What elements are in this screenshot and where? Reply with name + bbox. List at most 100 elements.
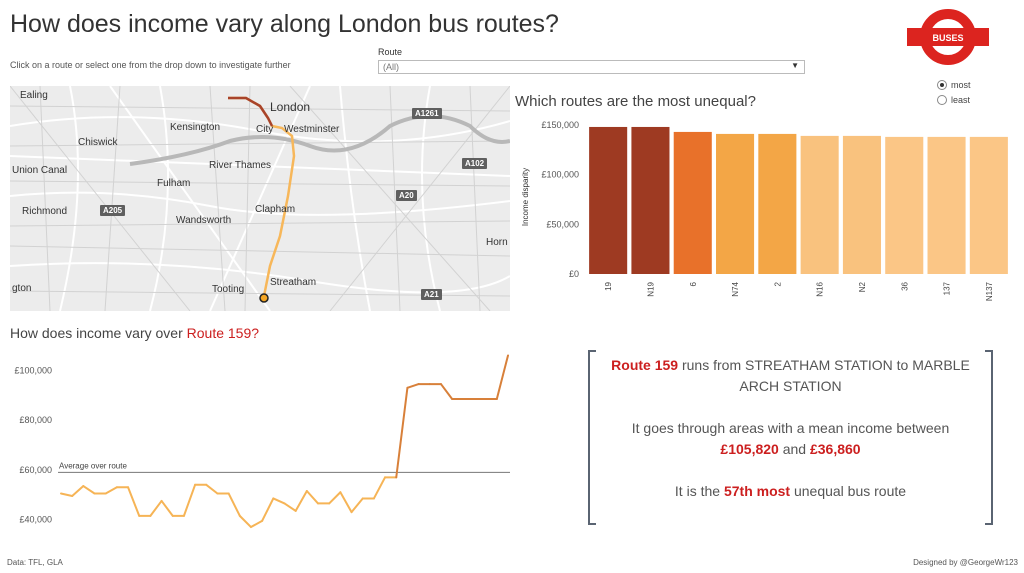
bar[interactable] xyxy=(631,126,670,275)
radio-selected-icon xyxy=(937,79,947,90)
map-label: Horn xyxy=(486,237,508,248)
y-tick-label: £100,000 xyxy=(541,170,579,180)
y-tick-label: £60,000 xyxy=(19,465,52,475)
line-segment xyxy=(227,492,241,517)
radio-unselected-icon xyxy=(937,94,947,105)
income-and: and xyxy=(778,441,810,457)
line-segment xyxy=(339,491,353,514)
chevron-down-icon: ▼ xyxy=(791,61,799,70)
route-dropdown[interactable]: (All) ▼ xyxy=(378,60,805,74)
road-tag: A1261 xyxy=(412,108,442,119)
bar[interactable] xyxy=(758,133,797,274)
rank-prefix: It is the xyxy=(674,483,724,499)
line-segment xyxy=(406,383,420,389)
map-label: Clapham xyxy=(255,204,296,215)
bar[interactable] xyxy=(842,135,881,274)
bar[interactable] xyxy=(673,131,712,274)
map-label: Westminster xyxy=(284,124,340,135)
y-tick-label: £150,000 xyxy=(541,120,579,130)
line-segment xyxy=(160,499,174,517)
y-tick-label: £80,000 xyxy=(19,415,52,425)
map-label: Ealing xyxy=(20,90,48,101)
sort-option-label: most xyxy=(951,79,971,90)
rank-value: 57th most xyxy=(723,483,791,499)
instruction-text: Click on a route or select one from the … xyxy=(10,60,291,70)
line-segment xyxy=(305,490,320,505)
line-segment xyxy=(82,485,96,495)
line-segment xyxy=(272,497,286,505)
sort-option-most[interactable]: most xyxy=(937,77,971,92)
line-segment xyxy=(350,497,364,514)
road-tag: A102 xyxy=(462,158,488,169)
line-segment xyxy=(495,354,509,400)
map-label: City xyxy=(256,124,274,135)
line-segment xyxy=(238,514,252,529)
line-segment xyxy=(261,497,275,522)
map-label: Chiswick xyxy=(78,137,118,148)
map-label: gton xyxy=(12,283,32,294)
bar[interactable] xyxy=(885,136,924,274)
bar[interactable] xyxy=(716,133,755,274)
map-label: London xyxy=(270,100,311,114)
x-tick-label: 137 xyxy=(943,281,952,295)
line-segment xyxy=(439,383,454,400)
average-reference-label: Average over route xyxy=(59,461,127,470)
bar[interactable] xyxy=(969,136,1008,274)
sort-option-least[interactable]: least xyxy=(937,92,971,107)
income-range-prefix: It goes through areas with a mean income… xyxy=(631,420,950,436)
x-tick-label: N137 xyxy=(985,281,994,301)
route-income-line-chart: £40,000 £60,000 £80,000 £100,000 Average ove… xyxy=(14,354,510,529)
y-tick-label: £0 xyxy=(569,269,579,279)
bar[interactable] xyxy=(589,126,628,275)
line-segment xyxy=(328,491,342,505)
london-buses-roundel-logo: BUSES xyxy=(907,9,989,65)
road-tag: A21 xyxy=(421,289,442,300)
line-segment xyxy=(127,486,141,517)
line-segment xyxy=(372,476,387,500)
y-tick-label: £100,000 xyxy=(14,365,52,375)
route-name: Route 159 xyxy=(611,357,679,373)
line-segment xyxy=(395,386,409,479)
map-label: Kensington xyxy=(170,122,221,133)
line-segment xyxy=(182,483,197,517)
sort-order-toggle: most least xyxy=(937,77,971,107)
map-label: Streatham xyxy=(270,277,317,288)
map-label: Union Canal xyxy=(12,165,68,176)
y-tick-label: £40,000 xyxy=(19,515,52,525)
y-axis-label: Income disparity xyxy=(521,168,530,226)
x-tick-label: 19 xyxy=(604,281,613,290)
bar[interactable] xyxy=(800,135,839,274)
logo-text: BUSES xyxy=(932,33,963,43)
left-bracket xyxy=(588,350,596,525)
route-dropdown-value: (All) xyxy=(383,62,399,72)
route-filter-label: Route xyxy=(378,47,403,57)
road-tag: A20 xyxy=(396,190,417,201)
y-tick-label: £50,000 xyxy=(546,219,579,229)
line-chart-title-route: Route 159? xyxy=(186,325,260,341)
line-segment xyxy=(294,490,308,512)
line-segment xyxy=(71,485,85,497)
route-summary-box: Route 159 runs from STREATHAM STATION to… xyxy=(588,350,993,525)
line-segment xyxy=(149,499,163,517)
right-bracket xyxy=(985,350,993,525)
bar-chart-title: Which routes are the most unequal? xyxy=(515,93,756,110)
route-map[interactable]: Ealing London Kensington City Westminste… xyxy=(10,86,510,311)
line-segment xyxy=(249,519,264,529)
route-endpoints: runs from STREATHAM STATION to MARBLE AR… xyxy=(678,357,970,394)
x-tick-label: N74 xyxy=(731,281,740,296)
map-label: River Thames xyxy=(209,160,272,171)
author-credit: Designed by @GeorgeWr123 xyxy=(913,558,1018,567)
page-title: How does income vary along London bus ro… xyxy=(10,10,559,38)
map-background xyxy=(10,86,510,311)
route-summary-text: Route 159 runs from STREATHAM STATION to… xyxy=(600,355,981,523)
x-tick-label: 6 xyxy=(689,281,698,286)
line-chart-title: How does income vary over Route 159? xyxy=(10,325,259,341)
route-inequality-bar-chart: £0 £50,000 £100,000 £150,000 Income disparit… xyxy=(521,120,1008,301)
bar[interactable] xyxy=(927,136,966,274)
rank-suffix: unequal bus route xyxy=(790,483,907,499)
x-tick-label: 36 xyxy=(900,281,909,290)
data-source: Data: TFL, GLA xyxy=(7,558,63,567)
road-tag: A205 xyxy=(100,205,126,216)
x-tick-label: N16 xyxy=(816,281,825,296)
map-label: Fulham xyxy=(157,178,191,189)
